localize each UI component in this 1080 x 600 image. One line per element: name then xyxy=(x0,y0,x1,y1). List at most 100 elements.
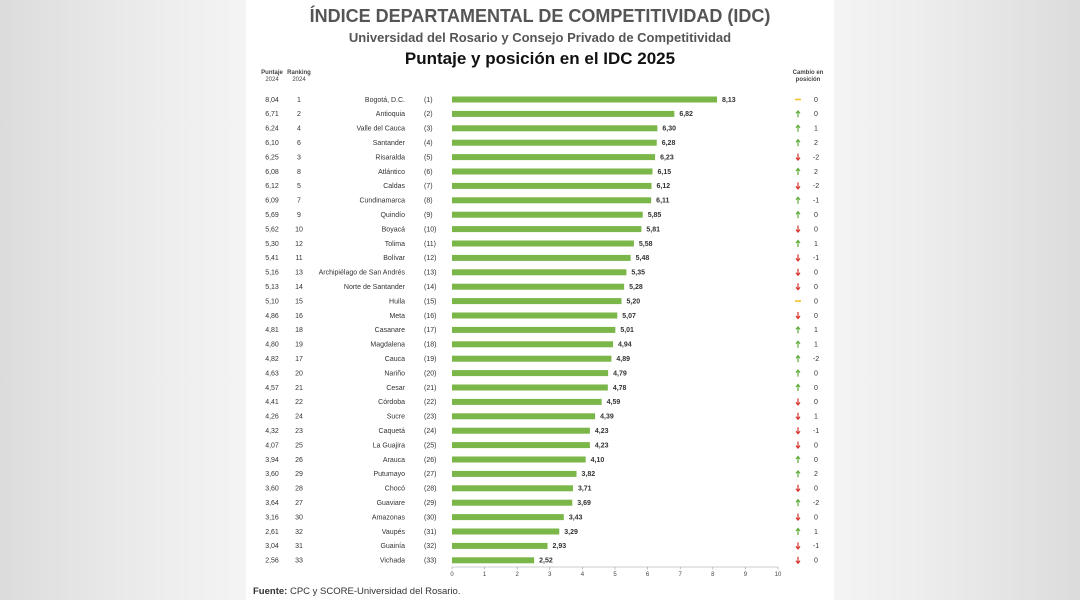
department-label: Quindío xyxy=(380,212,405,219)
department-label: Risaralda xyxy=(375,154,405,161)
score-2024-label: 4,57 xyxy=(265,385,279,392)
change-value-label: 2 xyxy=(814,169,818,176)
score-2024-label: 4,81 xyxy=(265,327,279,334)
score-bar xyxy=(452,226,642,233)
rank-2024-label: 19 xyxy=(295,342,303,349)
change-value-label: 0 xyxy=(814,313,818,320)
value-label: 4,59 xyxy=(607,399,621,406)
score-2024-label: 5,10 xyxy=(265,298,279,305)
rank-2025-label: (9) xyxy=(424,212,433,219)
department-label: La Guajira xyxy=(373,442,405,449)
arrow-down-icon xyxy=(795,398,801,406)
rank-2025-label: (3) xyxy=(424,126,433,133)
arrow-down-icon xyxy=(795,254,801,262)
rank-2024-label: 1 xyxy=(297,97,301,104)
rank-2024-label: 27 xyxy=(295,500,303,507)
score-bar xyxy=(452,139,657,146)
score-2024-label: 6,24 xyxy=(265,126,279,133)
value-label: 3,82 xyxy=(582,471,596,478)
value-label: 5,20 xyxy=(627,298,641,305)
value-label: 6,12 xyxy=(657,183,671,190)
rank-2024-label: 23 xyxy=(295,428,303,435)
rank-2024-label: 7 xyxy=(297,198,301,205)
department-label: Norte de Santander xyxy=(344,284,406,291)
arrow-up-icon xyxy=(795,498,801,507)
department-label: Tolima xyxy=(385,241,405,248)
department-label: Cauca xyxy=(385,356,405,363)
source-note: Fuente: CPC y SCORE-Universidad del Rosa… xyxy=(253,586,460,597)
value-label: 5,35 xyxy=(631,270,645,277)
left-background-panel xyxy=(0,0,246,600)
score-bar xyxy=(452,514,564,521)
rank-2025-label: (10) xyxy=(424,226,436,233)
rank-2024-label: 11 xyxy=(295,255,302,262)
change-value-label: 0 xyxy=(814,111,818,118)
arrow-up-icon xyxy=(795,455,801,463)
arrow-up-icon xyxy=(795,109,801,118)
score-2024-label: 2,56 xyxy=(265,558,279,565)
arrow-down-icon xyxy=(795,283,801,291)
value-label: 6,15 xyxy=(657,169,671,176)
value-label: 5,07 xyxy=(622,313,636,320)
rank-2025-label: (26) xyxy=(424,457,436,464)
header-change-line1: Cambio en xyxy=(793,70,824,76)
score-bar xyxy=(452,442,590,449)
change-value-label: 0 xyxy=(814,370,818,377)
rank-2025-label: (24) xyxy=(424,428,436,435)
arrow-up-icon xyxy=(795,210,801,219)
department-label: Casanare xyxy=(375,327,405,334)
change-value-label: 2 xyxy=(814,140,818,147)
value-label: 2,93 xyxy=(553,543,567,550)
source-text: CPC y SCORE-Universidad del Rosario. xyxy=(289,586,461,597)
score-2024-label: 6,25 xyxy=(265,154,279,161)
value-label: 6,30 xyxy=(662,126,676,133)
arrow-up-icon xyxy=(795,196,801,204)
x-tick-label: 7 xyxy=(679,572,683,578)
score-2024-label: 4,80 xyxy=(265,342,279,349)
rank-2024-label: 15 xyxy=(295,298,303,305)
value-label: 2,52 xyxy=(539,558,553,565)
rank-2024-label: 20 xyxy=(295,370,303,377)
value-label: 5,48 xyxy=(636,255,650,262)
score-2024-label: 4,41 xyxy=(265,399,279,406)
arrow-down-icon xyxy=(795,268,801,277)
score-bar xyxy=(452,341,614,348)
rank-2025-label: (16) xyxy=(424,313,436,320)
rank-2025-label: (14) xyxy=(424,284,436,291)
change-value-label: 0 xyxy=(814,442,818,449)
score-2024-label: 3,60 xyxy=(265,471,279,478)
department-label: Huila xyxy=(389,298,405,305)
score-bar xyxy=(452,211,643,218)
change-value-label: -2 xyxy=(813,154,819,161)
header-score-2024-line1: Puntaje xyxy=(261,70,283,76)
change-value-label: -2 xyxy=(813,500,819,507)
rank-2025-label: (13) xyxy=(424,270,436,277)
x-tick-label: 0 xyxy=(450,572,454,578)
change-value-label: -2 xyxy=(813,356,819,363)
department-label: Caquetá xyxy=(379,428,406,435)
value-label: 4,89 xyxy=(616,356,630,363)
header-score-2024-line2: 2024 xyxy=(265,77,279,83)
change-value-label: 0 xyxy=(814,399,818,406)
arrow-up-icon xyxy=(795,354,801,363)
score-bar xyxy=(452,110,675,117)
arrow-up-icon xyxy=(795,325,801,334)
arrow-down-icon xyxy=(795,513,801,522)
right-background-panel xyxy=(834,0,1080,600)
value-label: 4,94 xyxy=(618,342,632,349)
department-label: Boyacá xyxy=(382,226,405,233)
score-2024-label: 5,69 xyxy=(265,212,279,219)
rank-2025-label: (8) xyxy=(424,198,433,205)
score-bar xyxy=(452,355,612,362)
department-label: Guainía xyxy=(380,543,405,550)
score-bar xyxy=(452,298,622,305)
score-bar xyxy=(452,384,608,391)
score-bar xyxy=(452,485,573,492)
rank-2025-label: (27) xyxy=(424,471,436,478)
rank-2025-label: (4) xyxy=(424,140,433,147)
rank-2025-label: (6) xyxy=(424,169,433,176)
value-label: 4,78 xyxy=(613,385,627,392)
score-bar xyxy=(452,427,590,434)
value-label: 6,23 xyxy=(660,154,674,161)
rank-2024-label: 31 xyxy=(295,543,303,550)
